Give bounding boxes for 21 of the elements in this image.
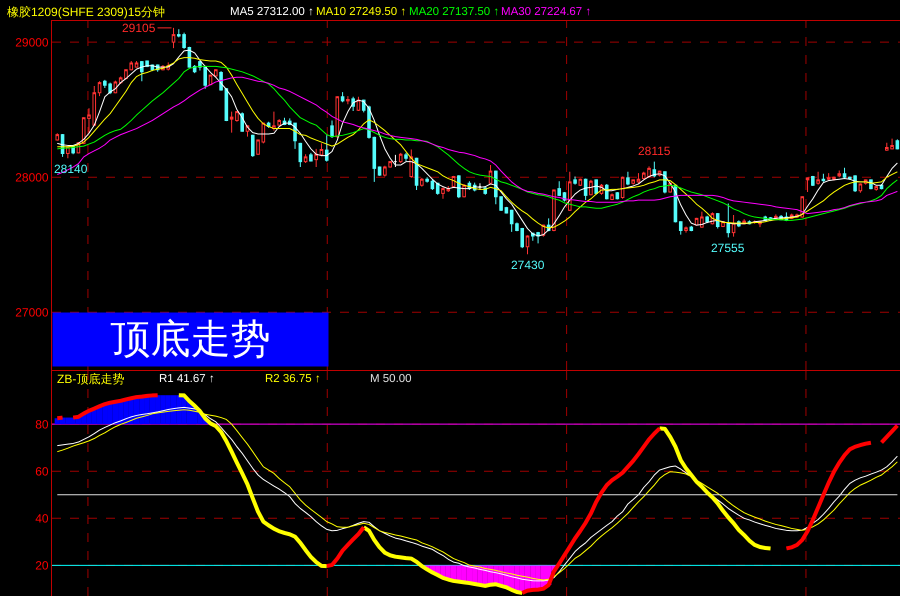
annotation: 27430: [511, 258, 545, 272]
y-tick-label: 60: [35, 464, 49, 478]
annotation: 27555: [711, 241, 745, 255]
y-tick-label: 28000: [15, 170, 49, 184]
annotation: 顶底走势: [110, 316, 270, 362]
chart-title: ZB-顶底走势: [57, 372, 124, 386]
y-tick-label: 29000: [15, 35, 49, 50]
text: MA20 27137.50 ↑: [409, 6, 500, 18]
text: M 50.00: [370, 373, 412, 385]
y-tick-label: 80: [35, 417, 49, 432]
chart-title: 橡胶1209(SHFE 2309)15分钟: [7, 5, 166, 19]
text: MA10 27249.50 ↑: [316, 6, 406, 18]
y-tick-label: 20: [35, 558, 49, 573]
text: R2 36.75 ↑: [265, 373, 321, 385]
annotation: 28115: [638, 144, 671, 158]
y-tick-label: 40: [35, 512, 49, 526]
text: MA5 27312.00 ↑: [230, 6, 314, 18]
text: MA30 27224.67 ↑: [501, 6, 592, 18]
text: R1 41.67 ↑: [159, 373, 215, 385]
y-tick-label: 27000: [15, 306, 49, 320]
annotation: 29105: [122, 21, 156, 35]
